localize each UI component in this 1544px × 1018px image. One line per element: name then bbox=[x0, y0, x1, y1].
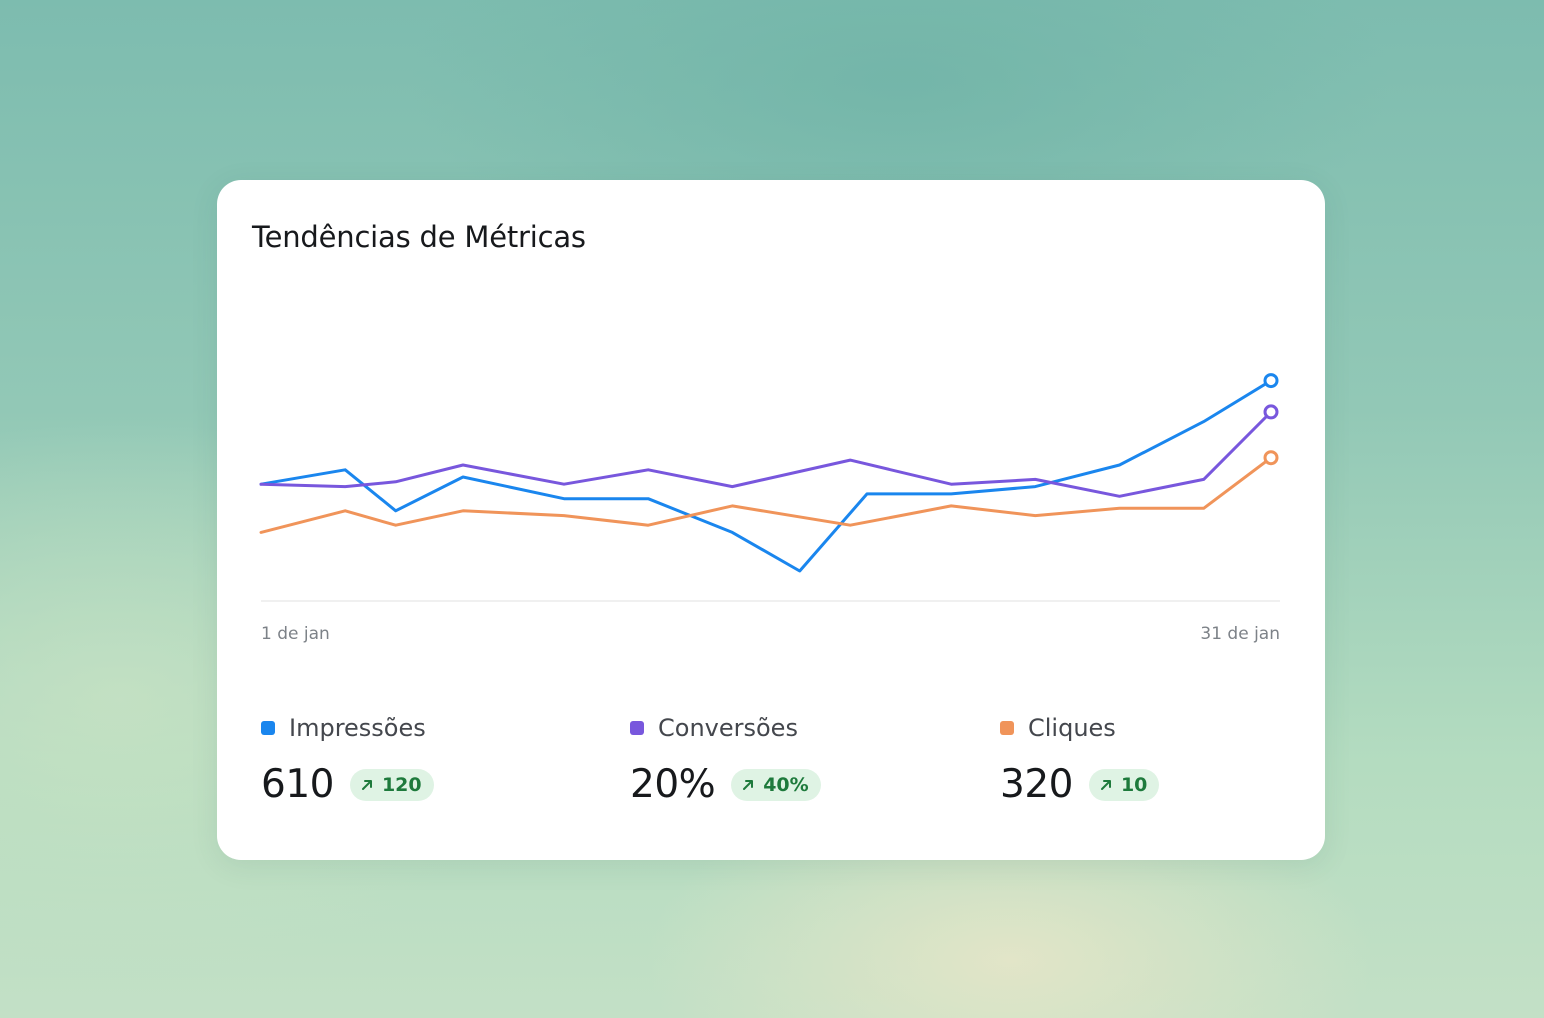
series-line-2 bbox=[259, 410, 1273, 498]
series-line-1 bbox=[259, 379, 1273, 573]
series-end-point-2 bbox=[1263, 404, 1279, 420]
x-tick-label-end: 31 de jan bbox=[1200, 624, 1280, 644]
metrics-card: Tendências de Métricas 1 de jan 31 de ja… bbox=[217, 180, 1325, 860]
trend-delta: 10 bbox=[1120, 773, 1148, 796]
legend-conversoes: Conversões 20% 40% bbox=[630, 708, 970, 818]
series-end-point-3 bbox=[1263, 450, 1279, 466]
trend-badge: 10 bbox=[1088, 768, 1160, 801]
trend-delta: 120 bbox=[381, 773, 422, 796]
legend-cliques: Cliques 320 10 bbox=[1000, 708, 1300, 818]
series-end-point-1 bbox=[1263, 373, 1279, 389]
arrow-up-right-icon bbox=[360, 778, 374, 792]
series-layer bbox=[259, 373, 1279, 573]
legend-swatch bbox=[630, 721, 644, 735]
trend-badge: 40% bbox=[731, 768, 821, 801]
metric-value: 20% bbox=[630, 762, 716, 807]
arrow-up-right-icon bbox=[1099, 778, 1113, 792]
line-chart: 1 de jan 31 de jan bbox=[259, 373, 1280, 644]
metric-value: 320 bbox=[1000, 762, 1073, 807]
legend-label: Conversões bbox=[658, 714, 798, 742]
arrow-up-right-icon bbox=[741, 778, 755, 792]
x-tick-label-start: 1 de jan bbox=[261, 624, 330, 644]
legend-label: Cliques bbox=[1028, 714, 1116, 742]
legend-swatch bbox=[261, 721, 275, 735]
legend-impressoes: Impressões 610 120 bbox=[261, 708, 601, 818]
card-title: Tendências de Métricas bbox=[252, 220, 586, 254]
trend-delta: 40% bbox=[763, 773, 809, 796]
legend-label: Impressões bbox=[289, 714, 426, 742]
metric-value: 610 bbox=[261, 762, 334, 807]
trend-badge: 120 bbox=[349, 768, 434, 801]
series-line-3 bbox=[259, 456, 1273, 534]
legend-swatch bbox=[1000, 721, 1014, 735]
